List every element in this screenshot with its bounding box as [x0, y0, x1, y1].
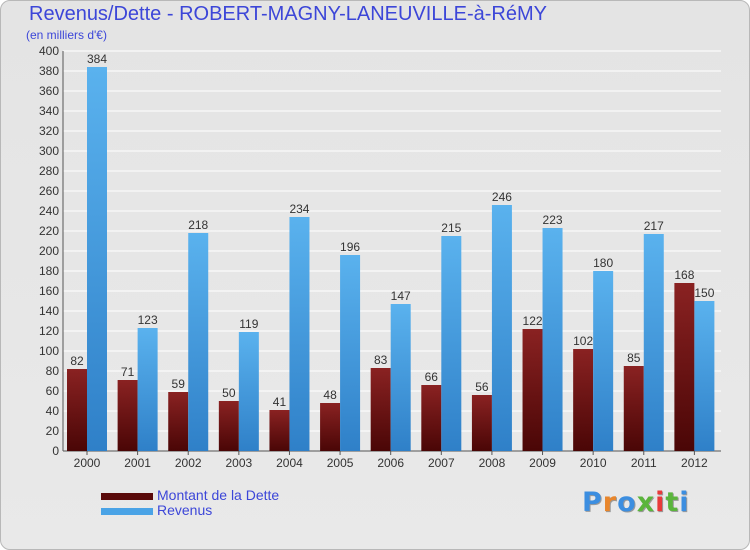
data-label-montant-de-la-dette-2010: 102 [573, 334, 593, 348]
data-label-revenus-2010: 180 [593, 256, 613, 270]
y-tick-label-200: 200 [39, 244, 59, 258]
chart-title: Revenus/Dette - ROBERT-MAGNY-LANEUVILLE-… [29, 3, 547, 25]
bar-montant-de-la-dette-2002 [168, 392, 189, 451]
bar-revenus-2006 [390, 304, 411, 451]
y-tick-label-380: 380 [39, 64, 59, 78]
x-tick-label-2011: 2011 [631, 456, 657, 470]
data-label-revenus-2000: 384 [87, 52, 107, 66]
chart-subtitle: (en milliers d'€) [26, 28, 107, 42]
x-tick-label-2000: 2000 [74, 456, 101, 470]
bar-montant-de-la-dette-2005 [320, 403, 341, 451]
bar-montant-de-la-dette-2006 [370, 368, 391, 451]
data-label-revenus-2011: 217 [644, 219, 664, 233]
bar-montant-de-la-dette-2010 [573, 349, 594, 451]
y-tick-label-180: 180 [39, 264, 59, 278]
y-tick-label-140: 140 [39, 304, 59, 318]
data-label-revenus-2001: 123 [138, 313, 158, 327]
bar-revenus-2008 [491, 205, 512, 451]
bar-montant-de-la-dette-2012 [674, 283, 695, 451]
x-tick-label-2012: 2012 [681, 456, 708, 470]
data-label-montant-de-la-dette-2008: 56 [475, 380, 489, 394]
bar-revenus-2007 [441, 236, 462, 451]
y-tick-label-0: 0 [52, 444, 59, 458]
data-label-montant-de-la-dette-2005: 48 [323, 388, 337, 402]
bar-revenus-2012 [694, 301, 715, 451]
data-label-montant-de-la-dette-2004: 41 [273, 395, 287, 409]
x-tick-label-2003: 2003 [225, 456, 252, 470]
y-tick-label-60: 60 [46, 384, 60, 398]
data-label-revenus-2002: 218 [188, 218, 208, 232]
data-label-revenus-2007: 215 [441, 221, 461, 235]
data-label-montant-de-la-dette-2002: 59 [172, 377, 186, 391]
proxiti-logo: Proxiti [582, 487, 690, 518]
data-label-montant-de-la-dette-2000: 82 [70, 354, 84, 368]
bar-montant-de-la-dette-2001 [117, 380, 138, 451]
y-tick-label-20: 20 [46, 424, 60, 438]
legend-label-revenus: Revenus [157, 502, 213, 518]
y-tick-label-260: 260 [39, 184, 59, 198]
legend-swatch-revenus [101, 508, 153, 515]
x-tick-label-2008: 2008 [479, 456, 506, 470]
data-label-revenus-2009: 223 [543, 213, 563, 227]
data-label-montant-de-la-dette-2007: 66 [425, 370, 439, 384]
data-label-montant-de-la-dette-2011: 85 [627, 351, 641, 365]
bar-montant-de-la-dette-2000 [67, 369, 87, 451]
y-tick-label-280: 280 [39, 164, 59, 178]
bar-revenus-2011 [643, 234, 664, 451]
data-label-montant-de-la-dette-2012: 168 [674, 268, 694, 282]
x-tick-label-2005: 2005 [327, 456, 354, 470]
bar-revenus-2002 [188, 233, 209, 451]
bar-revenus-2005 [340, 255, 361, 451]
bar-montant-de-la-dette-2009 [522, 329, 543, 451]
y-tick-label-300: 300 [39, 144, 59, 158]
bar-montant-de-la-dette-2003 [218, 401, 239, 451]
x-tick-label-2002: 2002 [175, 456, 202, 470]
bar-revenus-2001 [137, 328, 158, 451]
data-label-montant-de-la-dette-2006: 83 [374, 353, 388, 367]
x-tick-label-2009: 2009 [529, 456, 556, 470]
y-tick-label-80: 80 [46, 364, 60, 378]
x-tick-label-2004: 2004 [276, 456, 303, 470]
y-tick-label-240: 240 [39, 204, 59, 218]
data-label-revenus-2012: 150 [694, 286, 714, 300]
data-label-revenus-2004: 234 [289, 202, 309, 216]
data-label-montant-de-la-dette-2001: 71 [121, 365, 135, 379]
data-label-revenus-2005: 196 [340, 240, 360, 254]
y-tick-label-100: 100 [39, 344, 59, 358]
data-label-montant-de-la-dette-2003: 50 [222, 386, 236, 400]
legend-label-dette: Montant de la Dette [157, 487, 280, 503]
bar-revenus-2010 [593, 271, 614, 451]
bar-revenus-2000 [87, 67, 107, 451]
legend-swatch-dette [101, 493, 153, 500]
y-tick-label-40: 40 [46, 404, 60, 418]
bar-montant-de-la-dette-2008 [471, 395, 492, 451]
bar-montant-de-la-dette-2007 [421, 385, 442, 451]
y-tick-label-400: 400 [39, 44, 59, 58]
y-tick-label-340: 340 [39, 104, 59, 118]
data-label-revenus-2008: 246 [492, 190, 512, 204]
bar-montant-de-la-dette-2004 [269, 410, 290, 451]
y-tick-label-120: 120 [39, 324, 59, 338]
y-tick-label-220: 220 [39, 224, 59, 238]
x-tick-label-2007: 2007 [428, 456, 455, 470]
x-tick-label-2001: 2001 [124, 456, 151, 470]
bar-revenus-2003 [238, 332, 259, 451]
x-tick-label-2006: 2006 [377, 456, 404, 470]
bar-revenus-2004 [289, 217, 310, 451]
y-tick-label-320: 320 [39, 124, 59, 138]
x-tick-label-2010: 2010 [580, 456, 607, 470]
bar-montant-de-la-dette-2011 [623, 366, 644, 451]
data-label-revenus-2006: 147 [391, 289, 411, 303]
data-label-revenus-2003: 119 [239, 317, 258, 331]
y-tick-label-360: 360 [39, 84, 59, 98]
bar-revenus-2009 [542, 228, 563, 451]
y-tick-label-160: 160 [39, 284, 59, 298]
data-label-montant-de-la-dette-2009: 122 [523, 314, 543, 328]
